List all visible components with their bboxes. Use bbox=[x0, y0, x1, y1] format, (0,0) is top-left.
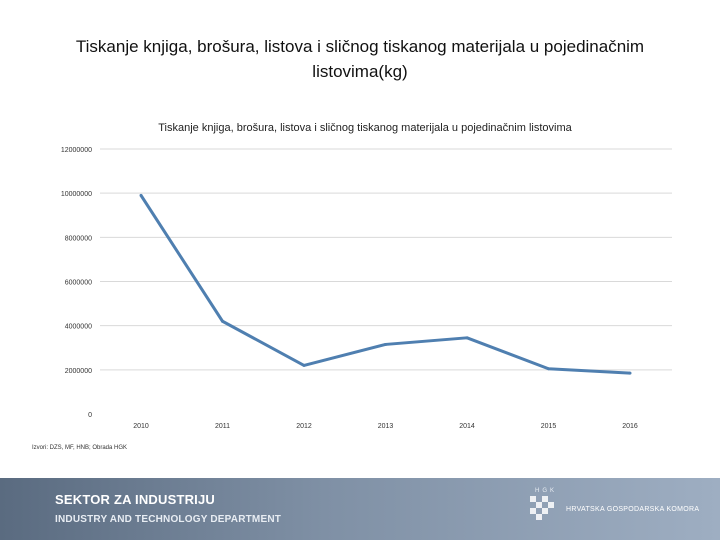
x-tick-label: 2014 bbox=[459, 423, 475, 430]
data-point bbox=[547, 367, 550, 371]
hgk-letters: HGK bbox=[535, 488, 558, 494]
y-tick-label: 2000000 bbox=[65, 368, 92, 375]
data-point bbox=[628, 371, 632, 375]
hgk-checkerboard-logo bbox=[530, 496, 554, 520]
x-tick-label: 2010 bbox=[133, 423, 149, 430]
hgk-name: HRVATSKA GOSPODARSKA KOMORA bbox=[566, 506, 700, 513]
footer-banner: SEKTOR ZA INDUSTRIJU INDUSTRY AND TECHNO… bbox=[0, 478, 720, 540]
y-tick-label: 8000000 bbox=[65, 235, 92, 242]
y-tick-label: 12000000 bbox=[61, 147, 92, 154]
line-chart: 0 2000000 4000000 6000000 8000000 10000000 120… bbox=[61, 147, 672, 430]
data-point bbox=[139, 193, 143, 197]
x-tick-label: 2015 bbox=[541, 423, 557, 430]
x-tick-label: 2013 bbox=[378, 423, 394, 430]
source-note: Izvori: DZS, MF, HNB; Obrada HGK bbox=[32, 445, 128, 451]
slide-title: Tiskanje knjiga, brošura, listova i slič… bbox=[75, 37, 645, 81]
y-tick-label: 6000000 bbox=[65, 280, 92, 287]
y-tick-label: 10000000 bbox=[61, 191, 92, 198]
data-point bbox=[221, 319, 224, 323]
y-tick-label: 0 bbox=[88, 412, 92, 419]
data-point bbox=[302, 363, 306, 367]
x-tick-label: 2011 bbox=[215, 423, 230, 430]
data-point bbox=[465, 336, 469, 340]
y-tick-label: 4000000 bbox=[65, 324, 92, 331]
department-name-english: INDUSTRY AND TECHNOLOGY DEPARTMENT bbox=[55, 514, 282, 525]
data-point bbox=[384, 342, 387, 346]
x-tick-label: 2012 bbox=[296, 423, 312, 430]
department-name: SEKTOR ZA INDUSTRIJU bbox=[55, 492, 216, 507]
series-line bbox=[139, 194, 631, 375]
chart-title: Tiskanje knjiga, brošura, listova i slič… bbox=[158, 122, 572, 134]
x-tick-label: 2016 bbox=[622, 423, 638, 430]
